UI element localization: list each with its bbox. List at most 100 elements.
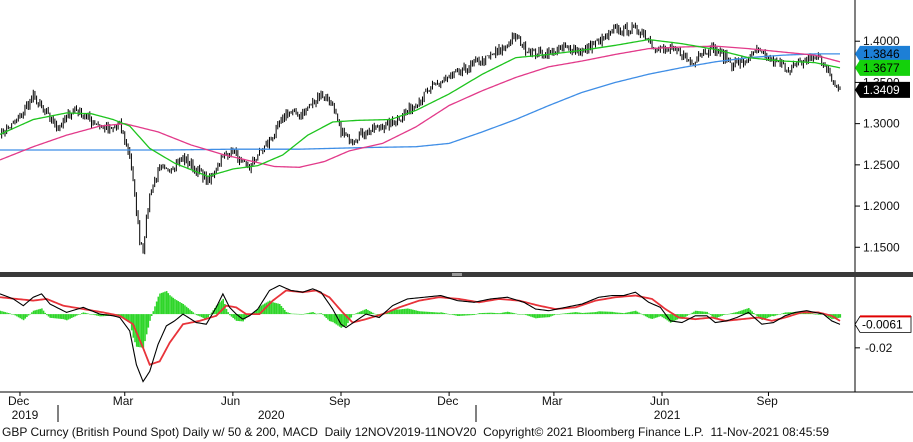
macd-hist-bar <box>726 314 728 315</box>
macd-hist-bar <box>387 312 389 315</box>
macd-hist-bar <box>237 314 239 321</box>
macd-hist-bar <box>247 314 249 317</box>
macd-hist-bar <box>721 314 724 316</box>
macd-hist-bar <box>37 309 40 315</box>
macd-hist-bar <box>535 314 537 319</box>
x-axis: Dec Mar Jun Sep Dec Mar Jun Sep 2019 2020 2021 <box>8 392 778 422</box>
macd-hist-bar <box>32 310 35 315</box>
macd-hist-bar <box>599 311 602 315</box>
macd-hist-bar <box>350 314 353 318</box>
macd-hist-bar <box>515 313 517 315</box>
macd-hist-bar <box>202 314 205 318</box>
macd-hist-bar <box>277 303 279 315</box>
macd-hist-bar <box>431 312 434 315</box>
macd-hist-bar <box>230 314 233 317</box>
macd-hist-bar <box>586 312 589 315</box>
macd-hist-bar <box>405 308 407 315</box>
macd-hist-bar <box>441 312 444 315</box>
price-value-label-box <box>855 81 910 98</box>
macd-hist-bar <box>368 310 371 315</box>
macd-hist-bar <box>731 313 733 315</box>
macd-hist-bar <box>553 314 556 316</box>
macd-hist-bar <box>26 314 28 318</box>
macd-hist-bar <box>375 314 378 315</box>
macd-hist-bar <box>423 311 426 315</box>
macd-hist-bar <box>802 312 805 315</box>
macd-hist-bar <box>438 312 441 315</box>
macd-hist-bar <box>255 310 258 315</box>
macd-hist-bar <box>673 314 675 322</box>
macd-hist-bar <box>99 314 101 317</box>
macd-hist-bar <box>503 312 506 315</box>
macd-hist-bar <box>172 297 175 315</box>
macd-hist-bar <box>315 313 318 315</box>
macd-hist-bar <box>723 314 725 316</box>
macd-hist-bar <box>560 313 562 315</box>
macd-hist-bar <box>638 312 640 315</box>
macd-hist-bar <box>335 314 338 325</box>
macd-hist-bar <box>135 314 138 347</box>
macd-hist-bar <box>122 314 125 319</box>
macd-hist-bar <box>738 311 740 315</box>
macd-hist-bar <box>591 312 594 315</box>
macd-hist-bar <box>460 314 462 316</box>
macd-hist-bar <box>157 296 160 315</box>
macd-hist-bar <box>573 312 575 315</box>
macd-hist-bar <box>558 314 560 315</box>
macd-hist-bar <box>669 314 672 323</box>
macd-hist-bar <box>782 312 785 315</box>
macd-hist-bar <box>787 312 790 315</box>
macd-hist-bar <box>90 314 93 315</box>
macd-hist-bar <box>430 312 432 315</box>
macd-hist-bar <box>293 313 296 315</box>
macd-hist-bar <box>257 309 259 315</box>
macd-hist-bar <box>0 310 2 315</box>
macd-hist-bar <box>455 314 457 316</box>
macd-hist-bar <box>159 293 161 315</box>
macd-hist-bar <box>16 314 18 317</box>
x-year-label: 2019 <box>12 408 39 422</box>
macd-hist-bar <box>699 311 702 315</box>
macd-hist-bar <box>816 314 818 315</box>
macd-hist-bar <box>819 314 822 315</box>
price-y-tick-label: 1.3000 <box>863 117 900 131</box>
macd-hist-bar <box>703 311 705 315</box>
macd-hist-bar <box>506 311 509 315</box>
macd-hist-bar <box>521 314 524 315</box>
macd-hist-bar <box>242 314 244 322</box>
macd-hist-bar <box>633 311 635 315</box>
macd-hist-bar <box>182 303 185 315</box>
macd-hist-bar <box>34 310 37 315</box>
macd-hist-bar <box>244 314 246 320</box>
macd-hist-bar <box>776 314 778 316</box>
price-value-label-text: 1.3846 <box>863 47 900 61</box>
macd-hist-bar <box>283 309 286 315</box>
macd-hist-bar <box>575 312 577 315</box>
macd-hist-bar <box>2 311 5 315</box>
macd-hist-bar <box>834 314 837 319</box>
macd-hist-bar <box>618 312 620 315</box>
macd-hist-bar <box>751 311 753 315</box>
macd-hist-bar <box>714 314 717 319</box>
macd-hist-bar <box>839 314 842 318</box>
macd-signal-line <box>0 289 841 366</box>
macd-y-tick-label: -0.02 <box>865 341 893 355</box>
macd-hist-bar <box>207 314 210 318</box>
macd-hist-bar <box>719 314 722 317</box>
macd-hist-bar <box>551 314 554 316</box>
macd-hist-bar <box>67 314 70 320</box>
macd-hist-bar <box>443 313 446 315</box>
price-bars <box>1 22 841 255</box>
macd-hist-bar <box>89 313 91 315</box>
macd-hist-bar <box>370 311 373 315</box>
macd-hist-bar <box>360 311 363 315</box>
macd-hist-bar <box>570 312 572 315</box>
macd-hist-bar <box>465 314 467 316</box>
macd-hist-bar <box>417 310 419 315</box>
macd-hist-bar <box>92 314 95 315</box>
macd-hist-bar <box>270 301 273 315</box>
macd-hist-bar <box>546 314 549 318</box>
macd-hist-bar <box>608 311 610 315</box>
macd-hist-bar <box>757 314 760 318</box>
